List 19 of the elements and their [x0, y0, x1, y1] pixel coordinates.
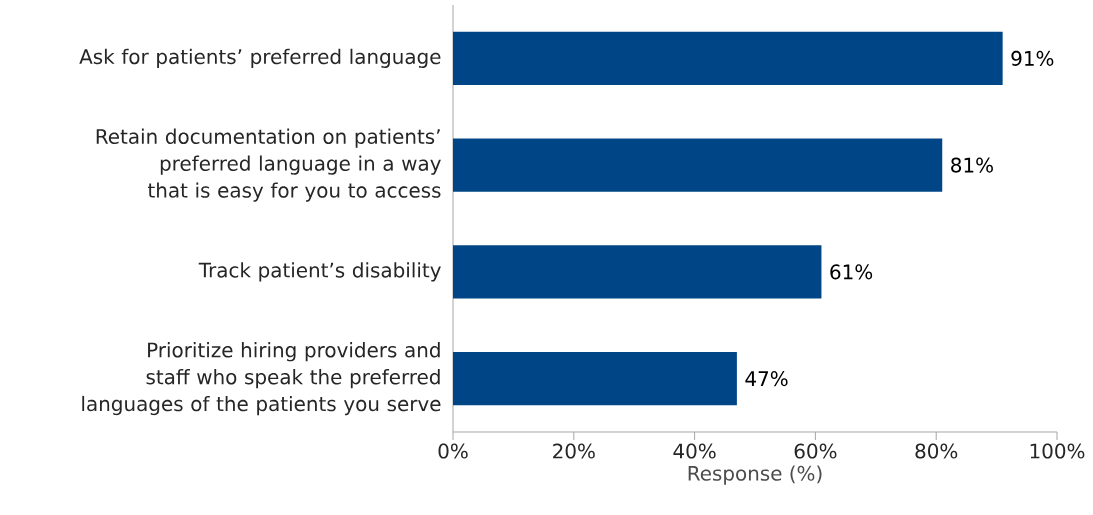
- data-label: 81%: [951, 157, 993, 173]
- y-tick-label: Prioritize hiring providers and staff who speak the preferred languages of the patients you serve: [82, 342, 441, 416]
- bar: [453, 31, 1003, 86]
- x-tick-label: 0%: [438, 443, 468, 459]
- y-tick-label: Track patient’s disability: [198, 262, 441, 282]
- x-tick-label: 100%: [1030, 443, 1085, 459]
- bar: [453, 245, 822, 299]
- data-label: 91%: [1011, 50, 1054, 66]
- x-tick-label: 60%: [794, 443, 837, 459]
- x-axis-title: Response (%): [688, 465, 822, 485]
- bar: [453, 351, 737, 406]
- y-tick-label: Ask for patients’ preferred language: [79, 48, 441, 69]
- x-tick-label: 80%: [915, 443, 958, 459]
- x-tick-label: 20%: [553, 443, 595, 459]
- y-tick-label: Retain documentation on patients’ preferred language in a way that is easy for you to access: [96, 128, 441, 202]
- x-tick-label: 40%: [673, 443, 716, 459]
- data-label: 61%: [830, 264, 873, 280]
- data-label: 47%: [745, 371, 788, 387]
- bar: [453, 138, 943, 192]
